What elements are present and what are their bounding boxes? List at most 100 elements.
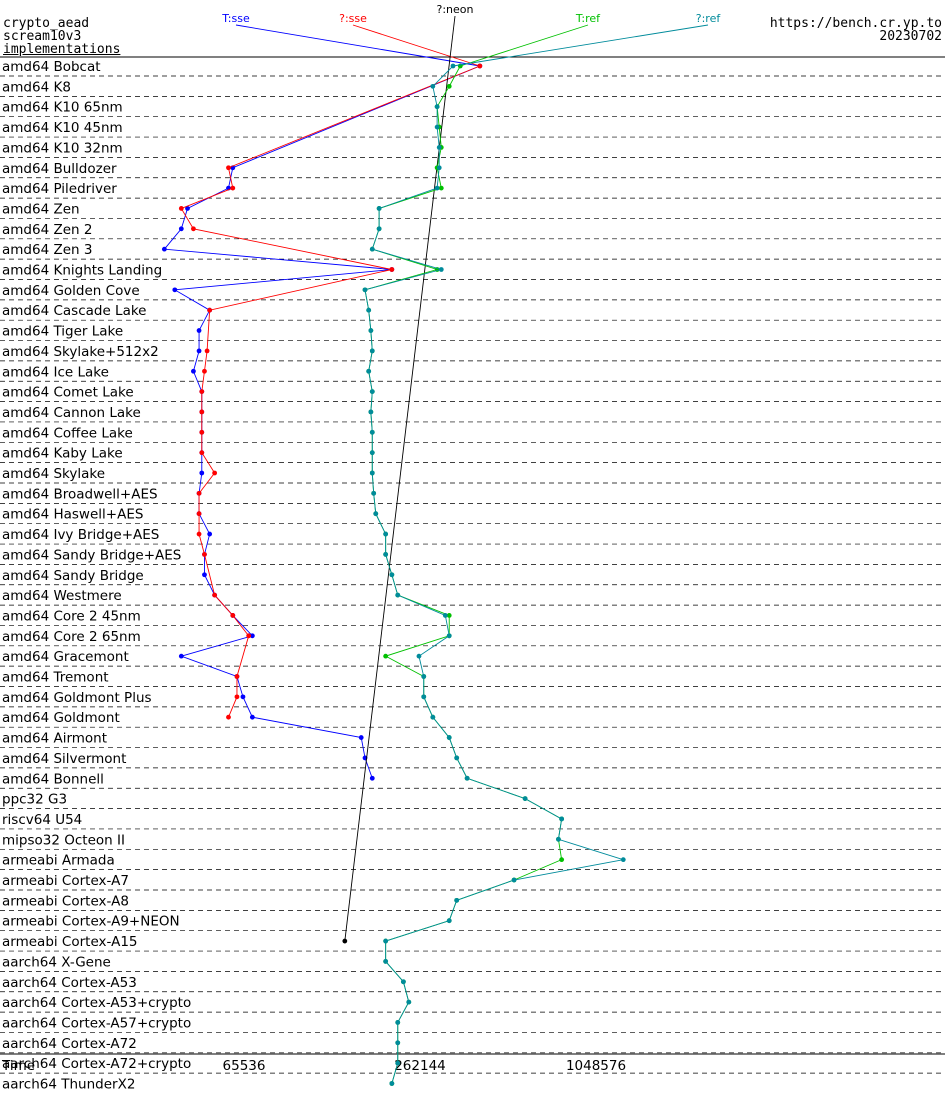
row-label: amd64 K10 65nm	[2, 100, 123, 116]
data-point	[434, 185, 440, 191]
row-label: amd64 Core 2 45nm	[2, 608, 141, 624]
data-point	[196, 328, 202, 333]
data-point	[369, 450, 375, 456]
data-point	[434, 104, 440, 110]
row-label: amd64 Tremont	[2, 670, 109, 686]
data-point	[358, 735, 364, 740]
site-url[interactable]: https://bench.cr.yp.to	[769, 16, 942, 31]
row-label: riscv64 U54	[2, 812, 82, 828]
data-point	[421, 674, 427, 679]
row-label: amd64 Ivy Bridge+AES	[2, 527, 159, 543]
data-point	[196, 511, 202, 517]
data-point	[369, 389, 375, 394]
data-point	[366, 307, 372, 313]
data-point	[196, 348, 202, 354]
row-label: amd64 Core 2 65nm	[2, 629, 141, 645]
data-point	[207, 307, 213, 313]
data-point	[202, 368, 207, 374]
data-point	[185, 206, 190, 211]
data-point	[395, 1060, 401, 1066]
row-label: amd64 Bonnell	[2, 771, 104, 787]
data-point	[376, 226, 382, 232]
data-point	[204, 348, 210, 354]
row-label: amd64 Goldmont	[2, 710, 120, 726]
row-label: amd64 Coffee Lake	[2, 425, 133, 441]
row-label: amd64 Golden Cove	[2, 283, 140, 299]
data-point	[559, 816, 565, 822]
data-point	[389, 572, 395, 578]
data-point	[434, 124, 440, 130]
data-point	[511, 877, 517, 883]
data-point	[369, 348, 375, 354]
data-point	[416, 653, 422, 659]
data-point	[620, 857, 626, 863]
row-label: armeabi Cortex-A8	[2, 893, 129, 909]
row-label: armeabi Armada	[2, 853, 115, 869]
data-point	[246, 633, 252, 639]
data-point	[430, 83, 436, 89]
data-point	[172, 287, 178, 293]
data-point	[199, 409, 205, 415]
data-point	[178, 206, 184, 211]
row-label: amd64 Zen	[2, 201, 80, 217]
data-point	[406, 999, 412, 1005]
data-point	[395, 1040, 401, 1046]
legend-connector	[352, 24, 480, 67]
x-tick-label: 1048576	[566, 1058, 626, 1074]
row-label: aarch64 Cortex-A57+crypto	[2, 1015, 191, 1031]
row-label: amd64 Silvermont	[2, 751, 126, 767]
data-point	[161, 246, 167, 252]
data-point	[421, 694, 427, 700]
row-label: amd64 Gracemont	[2, 649, 129, 665]
data-point	[383, 552, 389, 557]
data-point	[369, 246, 375, 252]
data-point	[342, 938, 348, 944]
row-label: amd64 Bobcat	[2, 59, 101, 75]
row-label: aarch64 Cortex-A72	[2, 1036, 137, 1052]
data-point	[450, 63, 456, 69]
data-point	[559, 857, 565, 863]
row-label: amd64 Goldmont Plus	[2, 690, 152, 706]
data-point	[234, 674, 240, 679]
data-point	[395, 592, 401, 598]
data-point	[368, 409, 374, 415]
row-label: amd64 Westmere	[2, 588, 122, 604]
row-label: amd64 Tiger Lake	[2, 324, 123, 340]
row-label: amd64 Knights Landing	[2, 263, 162, 279]
data-point	[230, 613, 236, 618]
row-label: amd64 Kaby Lake	[2, 446, 123, 462]
row-label: amd64 Comet Lake	[2, 385, 134, 401]
data-point	[454, 755, 460, 761]
legend-ref: ?:ref	[696, 12, 722, 25]
row-label: amd64 Piledriver	[2, 181, 117, 197]
row-label: amd64 Skylake+512x2	[2, 344, 159, 360]
data-point	[371, 490, 377, 496]
row-label: amd64 Sandy Bridge	[2, 568, 144, 584]
data-point	[207, 531, 213, 537]
data-point	[234, 694, 240, 700]
implementations-link[interactable]: implementations	[3, 42, 121, 57]
row-label: armeabi Cortex-A15	[2, 934, 138, 950]
data-point	[191, 226, 196, 232]
row-label: amd64 K8	[2, 79, 71, 95]
data-point	[369, 429, 375, 435]
data-point	[395, 1020, 401, 1025]
data-point	[464, 775, 470, 781]
data-point	[446, 83, 452, 89]
data-point	[191, 368, 196, 374]
row-label: mipso32 Octeon II	[2, 832, 125, 848]
data-point	[454, 897, 460, 903]
data-point	[446, 633, 452, 639]
data-point	[199, 470, 205, 476]
legend-tsse: T:sse	[221, 12, 250, 25]
row-label: aarch64 Cortex-A72+crypto	[2, 1056, 191, 1072]
data-point	[369, 775, 375, 781]
data-point	[178, 653, 184, 659]
data-point	[240, 694, 246, 700]
data-point	[383, 938, 389, 944]
row-label: aarch64 X-Gene	[2, 954, 111, 970]
x-tick-label: 65536	[223, 1058, 266, 1074]
row-label: aarch64 ThunderX2	[2, 1077, 135, 1093]
